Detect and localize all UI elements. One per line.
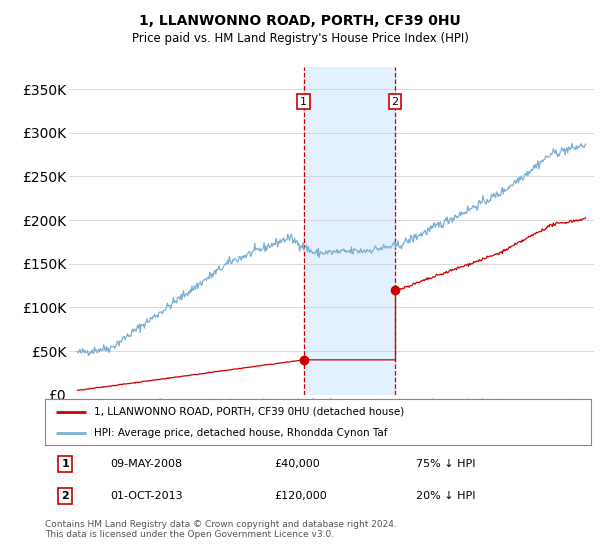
Bar: [304, 67, 395, 395]
Text: Price paid vs. HM Land Registry's House Price Index (HPI): Price paid vs. HM Land Registry's House …: [131, 32, 469, 45]
Text: £40,000: £40,000: [274, 459, 320, 469]
Text: 75% ↓ HPI: 75% ↓ HPI: [416, 459, 476, 469]
Text: 1: 1: [300, 96, 307, 106]
Text: 1, LLANWONNO ROAD, PORTH, CF39 0HU (detached house): 1, LLANWONNO ROAD, PORTH, CF39 0HU (deta…: [94, 407, 404, 417]
Text: 01-OCT-2013: 01-OCT-2013: [110, 491, 183, 501]
Text: 1: 1: [61, 459, 69, 469]
Text: Contains HM Land Registry data © Crown copyright and database right 2024.
This d: Contains HM Land Registry data © Crown c…: [45, 520, 397, 539]
Text: 20% ↓ HPI: 20% ↓ HPI: [416, 491, 476, 501]
Text: £120,000: £120,000: [274, 491, 327, 501]
Text: HPI: Average price, detached house, Rhondda Cynon Taf: HPI: Average price, detached house, Rhon…: [94, 428, 388, 438]
Text: 2: 2: [391, 96, 398, 106]
Text: 09-MAY-2008: 09-MAY-2008: [110, 459, 182, 469]
Text: 2: 2: [61, 491, 69, 501]
Text: 1, LLANWONNO ROAD, PORTH, CF39 0HU: 1, LLANWONNO ROAD, PORTH, CF39 0HU: [139, 14, 461, 28]
